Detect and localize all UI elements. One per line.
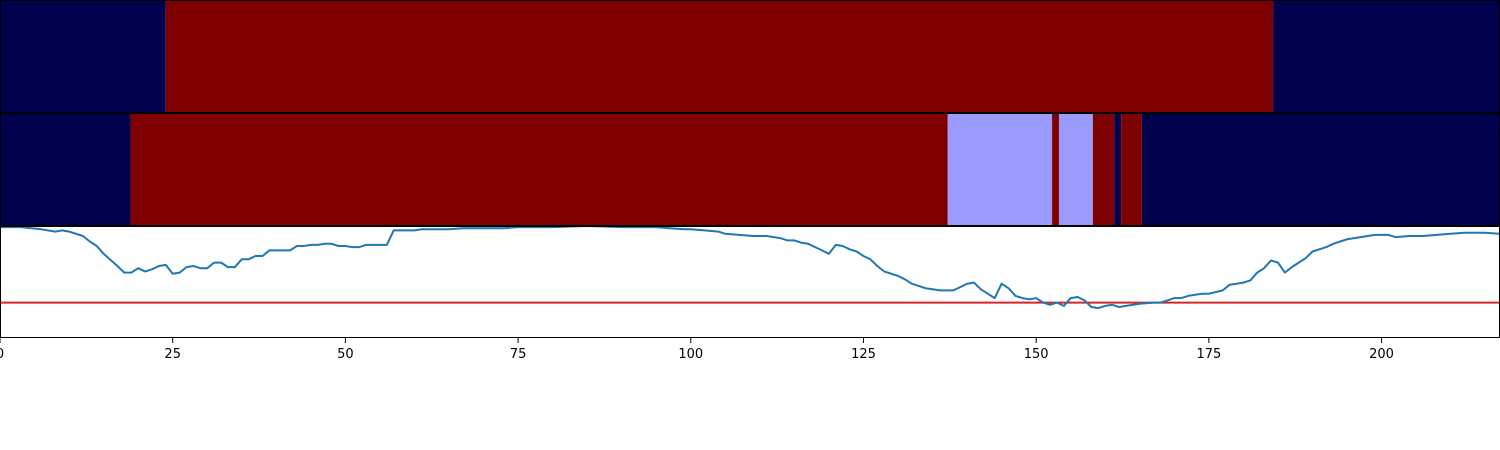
track-2-segment-low [0, 114, 131, 225]
x-tick-label: 50 [337, 347, 354, 362]
track-2-segment-mid [1058, 114, 1093, 225]
track-2-segment-low [1114, 114, 1122, 225]
track-1-segment-low [0, 1, 166, 112]
track-2-segment-high [1121, 114, 1142, 225]
x-tick-label: 175 [1196, 347, 1221, 362]
x-tick-label: 150 [1024, 347, 1049, 362]
line-panel [0, 226, 1499, 310]
track-2-segment-high [130, 114, 948, 225]
x-tick-label: 25 [164, 347, 181, 362]
x-axis: 0 25 50 75 100 125 150 175 200 [0, 338, 1394, 362]
state-tracks [0, 1, 1499, 225]
track-2-segment-high [1052, 114, 1059, 225]
x-tick-label: 75 [510, 347, 527, 362]
x-tick-label: 0 [0, 347, 4, 362]
x-tick-label: 125 [851, 347, 876, 362]
track-1-segment-high [165, 1, 1274, 112]
series-line [0, 226, 1499, 310]
line-panel-frame [0, 226, 1500, 338]
track-2-segment-low [1141, 114, 1499, 225]
x-tick-label: 200 [1369, 347, 1394, 362]
x-tick-label: 100 [678, 347, 703, 362]
track-2-segment-high [1092, 114, 1115, 225]
track-2-segment-mid [947, 114, 1053, 225]
track-1-segment-low [1273, 1, 1499, 112]
